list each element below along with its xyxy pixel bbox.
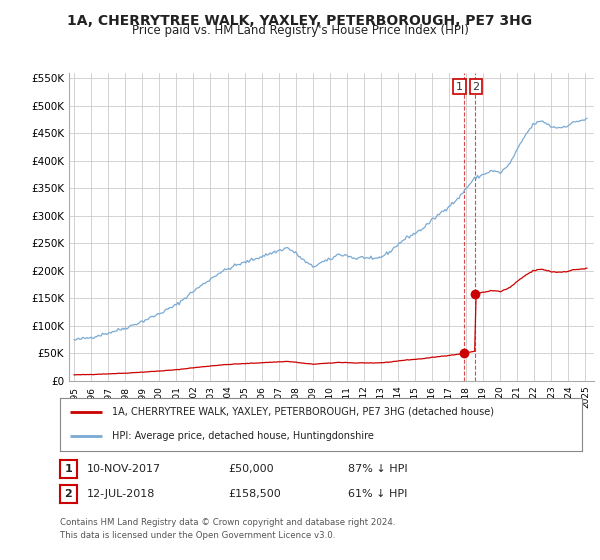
Text: £158,500: £158,500: [228, 489, 281, 499]
Text: 1: 1: [65, 464, 72, 474]
Text: HPI: Average price, detached house, Huntingdonshire: HPI: Average price, detached house, Hunt…: [112, 431, 374, 441]
Text: 1A, CHERRYTREE WALK, YAXLEY, PETERBOROUGH, PE7 3HG (detached house): 1A, CHERRYTREE WALK, YAXLEY, PETERBOROUG…: [112, 407, 494, 417]
Text: 2: 2: [65, 489, 72, 499]
Text: 1A, CHERRYTREE WALK, YAXLEY, PETERBOROUGH, PE7 3HG: 1A, CHERRYTREE WALK, YAXLEY, PETERBOROUG…: [67, 14, 533, 28]
Text: 10-NOV-2017: 10-NOV-2017: [87, 464, 161, 474]
Text: 61% ↓ HPI: 61% ↓ HPI: [348, 489, 407, 499]
Text: 12-JUL-2018: 12-JUL-2018: [87, 489, 155, 499]
Text: 1: 1: [456, 82, 463, 91]
Text: 87% ↓ HPI: 87% ↓ HPI: [348, 464, 407, 474]
Text: Price paid vs. HM Land Registry's House Price Index (HPI): Price paid vs. HM Land Registry's House …: [131, 24, 469, 37]
Text: 2: 2: [472, 82, 479, 91]
Text: £50,000: £50,000: [228, 464, 274, 474]
Text: Contains HM Land Registry data © Crown copyright and database right 2024.
This d: Contains HM Land Registry data © Crown c…: [60, 518, 395, 539]
